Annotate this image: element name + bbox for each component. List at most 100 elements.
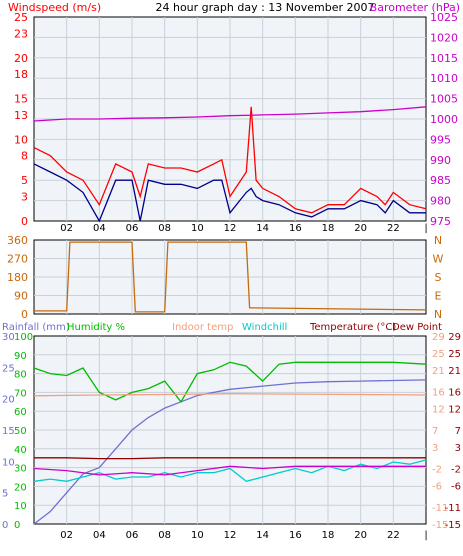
legend-item: Rainfall (mm) bbox=[2, 322, 70, 333]
rain-tick: 0 bbox=[2, 520, 8, 531]
series-line-dew-point bbox=[33, 465, 426, 476]
series-line-indoor-temp bbox=[33, 393, 427, 397]
x-tick-label: | bbox=[424, 530, 427, 541]
windspeed-tick: 13 bbox=[14, 109, 28, 122]
x-tick-label: 18 bbox=[322, 223, 335, 234]
series-line-windchill bbox=[33, 459, 427, 483]
indoor-temp-tick: -2 bbox=[432, 464, 442, 475]
indoor-temp-tick: 29 bbox=[432, 332, 445, 343]
indoor-temp-tick: 7 bbox=[432, 426, 438, 437]
wind-panel-plot bbox=[33, 17, 427, 223]
indoor-temp-tick: -11 bbox=[432, 503, 448, 514]
temperature-tick: -11 bbox=[445, 503, 461, 514]
direction-tick: 360 bbox=[7, 234, 28, 247]
direction-panel-plot bbox=[34, 240, 427, 314]
compass-tick: W bbox=[433, 253, 444, 266]
indoor-temp-tick: -6 bbox=[432, 482, 442, 493]
barometer-tick: 1015 bbox=[430, 52, 458, 65]
humidity-tick: 70 bbox=[14, 388, 27, 399]
temperature-tick: 16 bbox=[448, 388, 461, 399]
indoor-temp-tick: 25 bbox=[432, 349, 445, 360]
x-tick-label: 04 bbox=[93, 530, 106, 541]
barometer-tick: 985 bbox=[430, 174, 451, 187]
barometer-axis-label: Barometer (hPa) bbox=[370, 1, 460, 14]
humidity-tick: 100 bbox=[14, 332, 33, 343]
rain-tick: 15 bbox=[2, 426, 15, 437]
rain-tick: 30 bbox=[2, 332, 15, 343]
compass-tick: S bbox=[435, 271, 442, 284]
compass-tick: N bbox=[434, 308, 442, 321]
indoor-temp-tick: 16 bbox=[432, 388, 445, 399]
x-tick-label: 12 bbox=[224, 223, 237, 234]
windspeed-tick: 20 bbox=[14, 52, 28, 65]
x-tick-label: 02 bbox=[60, 223, 73, 234]
series-line-barometer bbox=[33, 106, 427, 122]
windspeed-tick: 15 bbox=[14, 93, 28, 106]
legend-item: Temperature (°C) bbox=[309, 322, 396, 333]
x-tick-label: 06 bbox=[126, 530, 139, 541]
barometer-tick: 1000 bbox=[430, 113, 458, 126]
x-tick-label: 18 bbox=[322, 530, 335, 541]
series-line-windspeed-avg bbox=[33, 163, 426, 223]
series-line-humidity- bbox=[33, 361, 427, 403]
x-tick-label: 20 bbox=[354, 530, 367, 541]
direction-tick: 180 bbox=[7, 271, 28, 284]
x-tick-label: 08 bbox=[158, 530, 171, 541]
temperature-panel-plot bbox=[33, 336, 427, 525]
indoor-temp-tick: 21 bbox=[432, 366, 445, 377]
windspeed-axis-label: Windspeed (m/s) bbox=[8, 1, 101, 14]
rain-tick: 5 bbox=[2, 489, 8, 500]
rain-tick: 25 bbox=[2, 363, 15, 374]
indoor-temp-tick: 12 bbox=[432, 405, 445, 416]
rain-tick: 20 bbox=[2, 395, 15, 406]
x-tick-label: 16 bbox=[289, 223, 302, 234]
humidity-tick: 60 bbox=[14, 407, 27, 418]
temperature-tick: 3 bbox=[455, 443, 461, 454]
direction-tick: 0 bbox=[21, 308, 28, 321]
legend-item: Dew Point bbox=[392, 322, 442, 333]
barometer-tick: 1025 bbox=[430, 11, 458, 24]
humidity-tick: 80 bbox=[14, 370, 27, 381]
barometer-tick: 980 bbox=[430, 195, 451, 208]
x-tick-label: 16 bbox=[289, 530, 302, 541]
windspeed-tick: 18 bbox=[14, 68, 28, 81]
humidity-tick: 0 bbox=[14, 520, 20, 531]
direction-tick: 270 bbox=[7, 253, 28, 266]
x-tick-label: 02 bbox=[60, 530, 73, 541]
legend-item: Windchill bbox=[242, 322, 287, 333]
temperature-tick: -2 bbox=[451, 464, 461, 475]
windspeed-tick: 25 bbox=[14, 11, 28, 24]
compass-tick: E bbox=[435, 290, 442, 303]
x-tick-label: 12 bbox=[224, 530, 237, 541]
barometer-tick: 975 bbox=[430, 215, 451, 228]
temperature-tick: 21 bbox=[448, 366, 461, 377]
windspeed-tick: 10 bbox=[14, 133, 28, 146]
temperature-tick: -15 bbox=[445, 520, 461, 531]
humidity-tick: 20 bbox=[14, 482, 27, 493]
series-line-rainfall bbox=[33, 379, 427, 525]
x-tick-label: 06 bbox=[126, 223, 139, 234]
windspeed-tick: 8 bbox=[21, 150, 28, 163]
x-tick-label: 10 bbox=[191, 530, 204, 541]
humidity-tick: 10 bbox=[14, 501, 27, 512]
windspeed-tick: 3 bbox=[21, 191, 28, 204]
windspeed-tick: 0 bbox=[21, 215, 28, 228]
windspeed-tick: 23 bbox=[14, 27, 28, 40]
humidity-tick: 50 bbox=[14, 426, 27, 437]
x-tick-label: 14 bbox=[256, 530, 269, 541]
humidity-tick: 30 bbox=[14, 464, 27, 475]
humidity-tick: 90 bbox=[14, 351, 27, 362]
x-tick-label: 08 bbox=[158, 223, 171, 234]
windspeed-tick: 5 bbox=[21, 174, 28, 187]
direction-tick: 90 bbox=[14, 290, 28, 303]
indoor-temp-tick: -15 bbox=[432, 520, 448, 531]
legend-item: Indoor temp bbox=[172, 322, 233, 333]
temperature-tick: 12 bbox=[448, 405, 461, 416]
axis-labels: 0358101315182023259759809859909951000100… bbox=[2, 11, 461, 541]
barometer-tick: 1010 bbox=[430, 72, 458, 85]
temperature-tick: 29 bbox=[448, 332, 461, 343]
x-tick-label: 22 bbox=[387, 223, 400, 234]
x-tick-label: 14 bbox=[256, 223, 269, 234]
temperature-tick: -6 bbox=[451, 482, 461, 493]
temperature-tick: 25 bbox=[448, 349, 461, 360]
